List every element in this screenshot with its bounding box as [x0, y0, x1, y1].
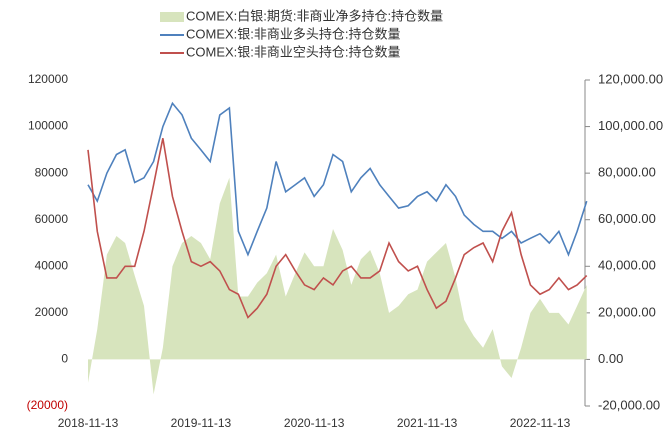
y-tick-label: (20000) [27, 398, 68, 412]
y-tick-label: 20000 [35, 305, 69, 319]
y2-tick-label: 80,000.00 [598, 165, 656, 180]
y2-tick-label: 20,000.00 [598, 304, 656, 319]
y-tick-label: 40000 [35, 258, 69, 272]
legend-label: COMEX:白银:期货:非商业净多持仓:持仓数量 [186, 8, 443, 23]
y2-tick-label: 40,000.00 [598, 258, 656, 273]
y-tick-label: 120000 [28, 72, 68, 86]
legend-swatch [160, 12, 184, 22]
line [87, 138, 588, 319]
area [88, 177, 587, 395]
x-tick-label: 2022-11-13 [510, 416, 571, 430]
y2-tick-label: 120,000.00 [598, 71, 663, 86]
y2-tick-label: 0.00 [598, 351, 623, 366]
x-tick-label: 2021-11-13 [397, 416, 458, 430]
legend-label: COMEX:银:非商业空头持仓:持仓数量 [186, 44, 401, 59]
y2-tick-label: 60,000.00 [598, 211, 656, 226]
y-tick-label: 80000 [35, 165, 69, 179]
line [87, 101, 588, 257]
x-tick-label: 2018-11-13 [58, 416, 119, 430]
y-tick-label: 60000 [35, 212, 69, 226]
y-tick-label: 100000 [28, 119, 68, 133]
legend-label: COMEX:银:非商业多头持仓:持仓数量 [186, 26, 401, 41]
y-tick-label: 0 [61, 352, 68, 366]
y2-tick-label: 100,000.00 [598, 118, 663, 133]
y2-tick-label: -20,000.00 [598, 397, 660, 412]
x-tick-label: 2019-11-13 [171, 416, 232, 430]
x-tick-label: 2020-11-13 [284, 416, 345, 430]
